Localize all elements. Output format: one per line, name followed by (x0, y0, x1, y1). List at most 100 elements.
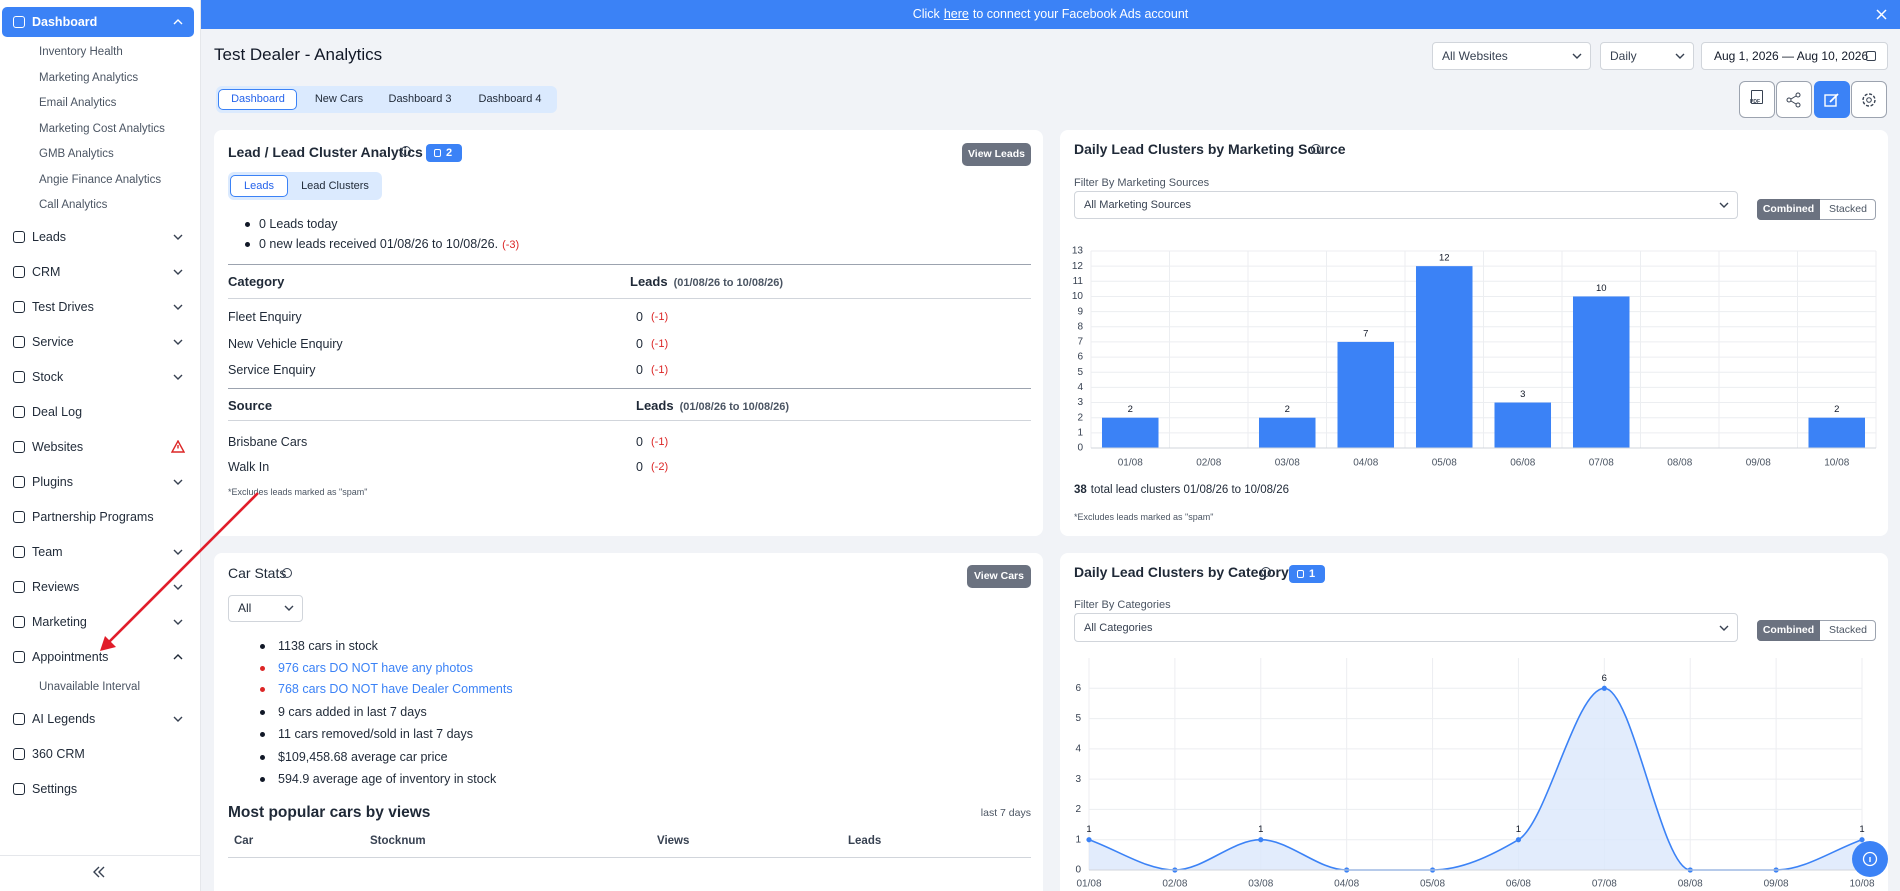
chevron-down[interactable] (173, 233, 183, 241)
button[interactable] (967, 565, 1031, 588)
tab[interactable]: New Cars (314, 93, 364, 105)
nav-subitem[interactable]: Marketing Analytics (39, 71, 139, 84)
nav-item[interactable]: AI Legends (32, 712, 96, 726)
chevron-down[interactable] (1719, 624, 1729, 632)
value-heading: Leads (01/08/26 to 10/08/26) (636, 397, 789, 416)
nav-item[interactable]: Test Drives (32, 300, 94, 314)
nav-subitem[interactable]: Angie Finance Analytics (39, 173, 162, 186)
button-label[interactable]: View Leads (967, 148, 1025, 160)
nav-icon (13, 783, 25, 795)
total-value: 38 (1074, 484, 1087, 496)
chevron-down[interactable] (173, 618, 183, 626)
chevron-down[interactable] (1675, 52, 1685, 60)
category-select[interactable] (1074, 613, 1738, 642)
bullet (260, 666, 265, 671)
edit-frame (1824, 94, 1837, 107)
info-icon (401, 146, 411, 156)
period: (01/08/26 to 10/08/26) (673, 277, 784, 289)
settings-icon (1862, 93, 1876, 107)
chevron-down[interactable] (173, 715, 183, 723)
date-range[interactable] (1701, 42, 1888, 70)
nav-item[interactable]: Service (32, 335, 74, 349)
row-name: Brisbane Cars (228, 435, 308, 449)
chevron (173, 716, 183, 722)
collapse-sidebar[interactable] (92, 866, 106, 878)
nav-item[interactable]: Websites (32, 440, 84, 454)
nav-item[interactable]: Reviews (32, 580, 80, 594)
nav-icon (13, 231, 25, 243)
nav-subitem[interactable]: Unavailable Interval (39, 681, 141, 693)
banner-link[interactable]: here (943, 7, 969, 21)
chevron-down[interactable] (173, 583, 183, 591)
nav-subitem[interactable]: Call Analytics (39, 199, 108, 211)
active-toggle-bg (1757, 620, 1820, 641)
nav-item[interactable]: Settings (32, 782, 78, 796)
chevron-up[interactable] (173, 653, 183, 661)
nav-item[interactable]: Deal Log (32, 405, 83, 419)
chevron-down[interactable] (173, 303, 183, 311)
toolbar-button[interactable] (1851, 81, 1887, 118)
close-banner[interactable] (1876, 9, 1887, 20)
divider (228, 857, 1031, 858)
column-header: Stocknum (370, 835, 426, 847)
button-label[interactable]: View Cars (973, 570, 1024, 582)
toggle-option[interactable]: Leads (244, 180, 274, 192)
stat-link[interactable]: 976 cars DO NOT have any photos (278, 661, 474, 675)
chevron-down[interactable] (1719, 201, 1729, 209)
nav-item[interactable]: Plugins (32, 475, 73, 489)
divider (228, 298, 1031, 299)
banner-text: Click here to connect your Facebook Ads ac… (201, 5, 1900, 23)
chevron-down[interactable] (173, 373, 183, 381)
nav-item[interactable]: 360 CRM (32, 747, 85, 761)
bullet (260, 644, 265, 649)
share-link (1790, 95, 1797, 105)
nav-item[interactable]: Leads (32, 230, 67, 244)
website-select[interactable] (1432, 42, 1591, 70)
source-select[interactable] (1074, 191, 1738, 219)
toggle-option[interactable]: Combined (1762, 203, 1815, 215)
nav-subitem[interactable]: Marketing Cost Analytics (39, 122, 165, 135)
nav-item[interactable]: Team (32, 545, 63, 559)
stat-link[interactable]: 768 cars DO NOT have Dealer Comments (278, 682, 513, 696)
change: (-3) (502, 239, 520, 251)
chevron-up[interactable] (173, 18, 183, 26)
chevron-down[interactable] (173, 268, 183, 276)
chevron-down[interactable] (173, 478, 183, 486)
chevron (173, 19, 183, 25)
nav-item[interactable]: Marketing (32, 615, 87, 629)
table-heading: Category (228, 274, 285, 289)
toggle-option[interactable]: Lead Clusters (301, 180, 369, 192)
source-select-value: All Marketing Sources (1084, 199, 1191, 211)
bullet (260, 777, 265, 782)
nav-subitem[interactable]: GMB Analytics (39, 148, 114, 160)
chevron (173, 339, 183, 345)
nav-item[interactable]: Partnership Programs (32, 510, 154, 524)
nav-subitem[interactable]: Inventory Health (39, 46, 123, 58)
toggle-option[interactable]: Stacked (1829, 203, 1867, 215)
toggle-option[interactable]: Combined (1762, 624, 1815, 636)
stat: 1138 cars in stock (278, 639, 378, 653)
chevron (173, 374, 183, 380)
tab[interactable]: Dashboard 4 (478, 93, 542, 105)
chevron-down[interactable] (173, 338, 183, 346)
toolbar-button[interactable] (1776, 81, 1812, 118)
value-heading: Leads (01/08/26 to 10/08/26) (630, 273, 783, 292)
chevron-down[interactable] (284, 604, 294, 612)
chevron-down[interactable] (1572, 52, 1582, 60)
nav-icon (13, 748, 25, 760)
button[interactable] (962, 143, 1031, 166)
calendar-icon (1866, 51, 1876, 61)
nav-item[interactable]: CRM (32, 265, 61, 279)
tab[interactable]: Dashboard 3 (388, 93, 452, 105)
toggle-option[interactable]: Stacked (1829, 624, 1867, 636)
edit-pen (1829, 93, 1839, 103)
nav-subitem[interactable]: Email Analytics (39, 97, 117, 109)
nav-item[interactable]: Stock (32, 370, 64, 384)
toolbar-button[interactable] (1739, 81, 1775, 118)
chevron-down[interactable] (173, 548, 183, 556)
nav-item[interactable]: Dashboard (32, 15, 98, 29)
tab[interactable]: Dashboard (231, 93, 285, 105)
nav-item[interactable]: Appointments (32, 650, 109, 664)
nav-icon (13, 16, 25, 28)
